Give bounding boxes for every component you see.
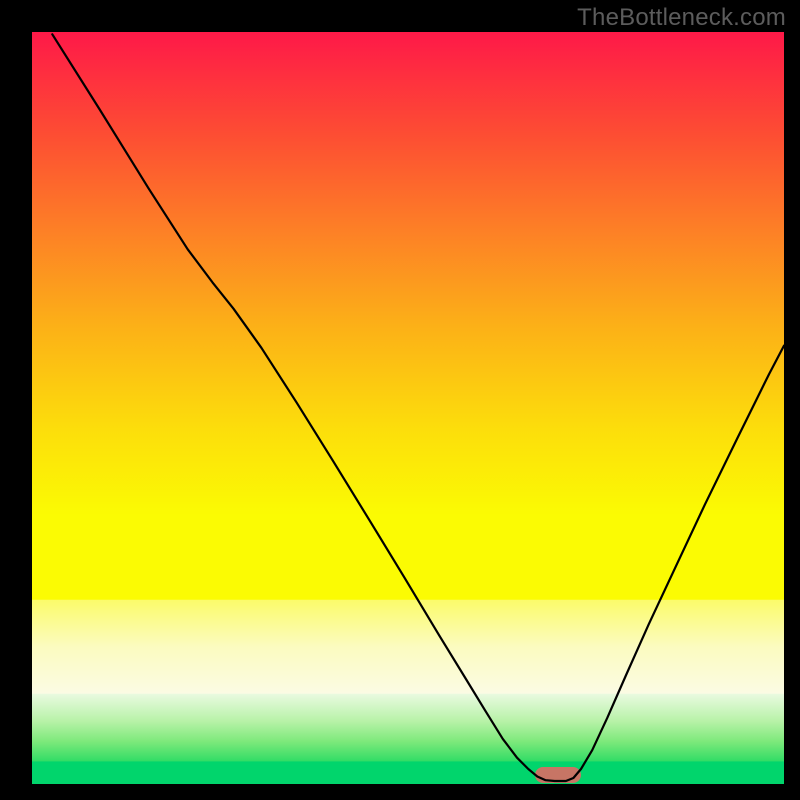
- bottleneck-curve: [32, 32, 784, 784]
- plot-area: [32, 32, 784, 784]
- chart-frame: TheBottleneck.com: [0, 0, 800, 800]
- watermark-text: TheBottleneck.com: [577, 4, 786, 32]
